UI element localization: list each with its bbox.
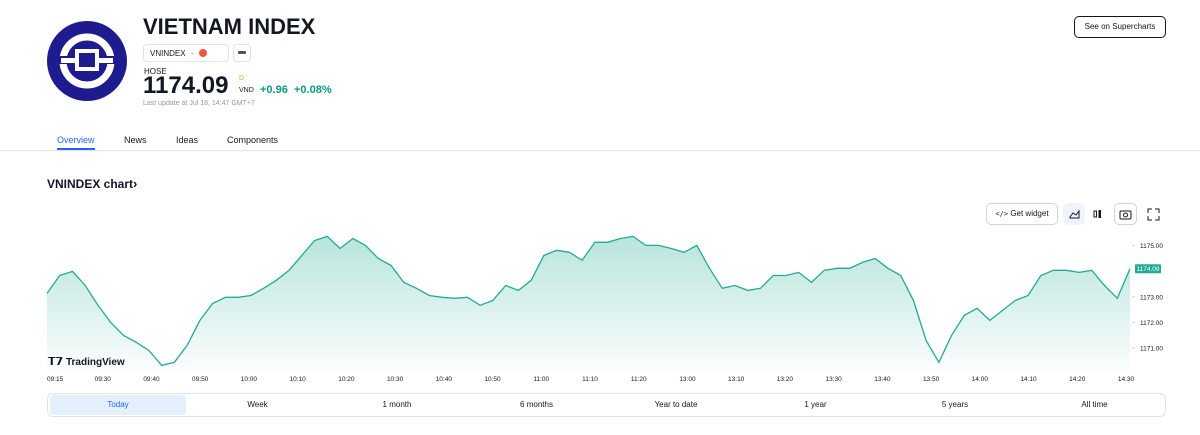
x-tick-label: 10:40 [436, 376, 453, 383]
x-tick-label: 14:00 [972, 376, 989, 383]
x-tick-label: 10:10 [289, 376, 306, 383]
chart-heading-text: VNINDEX chart [47, 177, 134, 191]
y-tick-label: 1172.00 [1140, 320, 1163, 327]
range-button[interactable]: 1 year [804, 400, 827, 409]
x-tick-label: 11:00 [533, 376, 549, 383]
range-button[interactable]: All time [1081, 400, 1108, 409]
exchange: HOSE [144, 67, 167, 76]
x-tick-label: 11:20 [631, 376, 647, 383]
x-tick-label: 14:30 [1118, 376, 1135, 383]
x-tick-label: 13:20 [777, 376, 794, 383]
x-tick-label: 13:10 [728, 376, 745, 383]
last-update: Last update at Jul 18, 14:47 GMT+7 [143, 100, 255, 107]
currency: VND [239, 87, 254, 94]
separator: · [190, 49, 194, 58]
price-flag: D [239, 75, 245, 82]
last-price-label: 1174.09 [1136, 266, 1159, 273]
y-tick-label: 1171.00 [1140, 346, 1163, 353]
tab[interactable]: Overview [57, 135, 95, 145]
x-tick-label: 13:30 [825, 376, 842, 383]
x-tick-label: 14:10 [1020, 376, 1037, 383]
supercharts-button[interactable]: See on Supercharts [1074, 16, 1166, 38]
range-button[interactable]: Today [50, 395, 186, 415]
x-tick-label: 13:40 [874, 376, 891, 383]
more-pill[interactable] [233, 44, 251, 62]
range-button[interactable]: Year to date [654, 400, 698, 409]
tab[interactable]: Components [227, 135, 279, 145]
snapshot-button[interactable] [1114, 203, 1137, 225]
x-tick-label: 11:10 [582, 376, 598, 383]
x-tick-label: 13:00 [679, 376, 696, 383]
area-fill [47, 236, 1130, 370]
x-tick-label: 09:50 [192, 376, 209, 383]
y-tick-label: 1175.00 [1140, 243, 1163, 250]
x-tick-label: 10:20 [338, 376, 355, 383]
change-percent: +0.08% [294, 84, 332, 96]
x-tick-label: 09:15 [47, 376, 64, 383]
tab[interactable]: Ideas [176, 135, 199, 145]
watermark: 𝗧𝟳 TradingView [48, 355, 125, 368]
chevron: › [133, 176, 138, 191]
range-button[interactable]: 6 months [520, 400, 553, 409]
area-style-button[interactable] [1063, 203, 1085, 225]
range-button[interactable]: 1 month [382, 400, 412, 409]
candle-icon [1093, 210, 1101, 218]
last-price-box [1135, 264, 1161, 274]
widget-label: Get widget [1010, 209, 1049, 218]
watermark-text: TradingView [65, 357, 125, 368]
range-button[interactable]: 5 years [941, 400, 969, 409]
tab-underline [57, 148, 95, 150]
tab[interactable]: News [124, 135, 147, 145]
more-icon [238, 51, 246, 54]
x-tick-label: 10:50 [484, 376, 501, 383]
fullscreen-icon [1147, 208, 1160, 221]
x-tick-label: 09:30 [95, 376, 112, 383]
chart-heading[interactable]: VNINDEX chart› [47, 176, 137, 191]
exchange-icon [198, 49, 207, 57]
logo-icon [59, 33, 115, 89]
y-tick-label: 1173.00 [1140, 294, 1163, 301]
x-tick-label: 10:00 [241, 376, 258, 383]
title: VIETNAM INDEX [143, 14, 316, 39]
logo [47, 21, 127, 101]
widget-button[interactable]: </> Get widget [986, 203, 1058, 225]
area-icon [1069, 209, 1080, 219]
symbol: VNINDEX [150, 49, 186, 58]
x-tick-label: 14:20 [1069, 376, 1086, 383]
x-tick-label: 10:30 [387, 376, 404, 383]
price: 1174.09 [143, 72, 229, 99]
code-icon: </> [995, 210, 1009, 218]
camera-icon [1119, 210, 1132, 220]
watermark-icon: 𝗧𝟳 [48, 356, 64, 368]
candle-style-button[interactable] [1086, 203, 1108, 225]
price-line [46, 235, 1131, 367]
symbol-pill: VNINDEX · HOSE [143, 44, 229, 76]
x-tick-label: 09:40 [143, 376, 160, 383]
fullscreen-button[interactable] [1142, 203, 1165, 225]
range-button[interactable]: Week [247, 400, 268, 409]
x-tick-label: 13:50 [923, 376, 940, 383]
range-bar [47, 393, 1166, 417]
change: +0.96 [260, 84, 288, 96]
